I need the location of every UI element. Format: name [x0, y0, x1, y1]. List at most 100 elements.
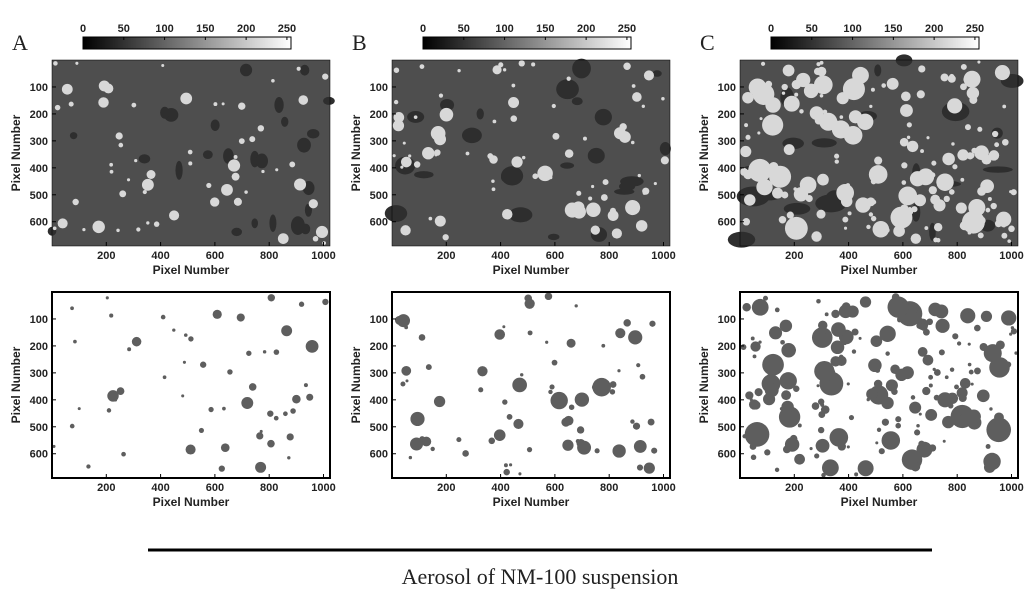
colorbar-tick-label: 50: [118, 23, 130, 35]
particle: [906, 140, 919, 153]
y-tick-label: 100: [370, 314, 388, 326]
y-tick-label: 200: [370, 109, 388, 121]
particle: [393, 112, 405, 123]
particle: [897, 317, 901, 321]
particle: [647, 418, 655, 426]
particle: [393, 99, 399, 105]
particle: [854, 472, 859, 477]
particle: [246, 350, 252, 356]
particle: [966, 152, 974, 160]
particle: [816, 384, 820, 388]
particle: [308, 199, 318, 209]
particle: [764, 383, 779, 398]
particle: [910, 233, 922, 244]
particle: [290, 408, 296, 414]
particle: [283, 411, 288, 417]
x-tick-label: 400: [491, 482, 509, 494]
particle: [911, 306, 918, 313]
dark-pore: [307, 129, 320, 139]
particle: [561, 417, 571, 427]
particle: [937, 392, 953, 408]
dark-pore: [571, 97, 583, 106]
particle: [885, 379, 898, 392]
particle: [980, 310, 993, 323]
particle: [829, 428, 849, 447]
x-axis-label: Pixel Number: [153, 495, 230, 509]
y-axis-label: Pixel Number: [697, 346, 711, 423]
particle: [947, 98, 963, 114]
particle: [968, 369, 974, 375]
particle: [949, 73, 955, 79]
particle: [198, 427, 204, 433]
colorbar-tick-label: 150: [884, 23, 902, 35]
dark-pore: [556, 79, 579, 100]
particle: [895, 422, 901, 429]
particle: [169, 210, 180, 221]
particle: [82, 228, 86, 232]
particle: [238, 138, 245, 145]
particle: [119, 190, 127, 198]
y-tick-label: 300: [718, 136, 736, 148]
particle: [811, 231, 822, 242]
particle: [418, 334, 426, 341]
x-axis-label: Pixel Number: [493, 263, 570, 277]
particle: [936, 238, 941, 243]
particle: [180, 92, 193, 105]
particle: [925, 409, 938, 421]
y-tick-label: 100: [718, 314, 736, 326]
y-tick-label: 500: [718, 422, 736, 434]
particle: [136, 227, 141, 232]
x-tick-label: 400: [839, 250, 857, 262]
particle: [970, 382, 974, 386]
particle: [527, 330, 533, 336]
colorbar-tick-label: 0: [768, 23, 774, 35]
micrograph: [47, 60, 335, 246]
particle: [848, 110, 863, 124]
particle: [820, 405, 830, 414]
x-axis-label: Pixel Number: [493, 495, 570, 509]
particle: [506, 413, 513, 420]
dark-pore: [223, 148, 234, 164]
colorbar-tick-label: 50: [806, 23, 818, 35]
particle: [531, 62, 536, 67]
particle: [961, 223, 966, 229]
particle: [900, 104, 913, 117]
particle: [963, 77, 968, 82]
particle: [574, 304, 578, 308]
x-tick-label: 800: [260, 482, 278, 494]
particle: [577, 440, 592, 455]
particle: [977, 126, 983, 132]
particle: [897, 301, 904, 309]
x-tick-label: 400: [151, 250, 169, 262]
y-tick-label: 200: [718, 341, 736, 353]
particle: [781, 343, 796, 358]
particle: [127, 347, 132, 352]
dark-pore: [500, 171, 508, 182]
particle: [267, 294, 275, 302]
particle: [748, 158, 772, 182]
dark-pore: [560, 162, 575, 169]
particle: [508, 97, 520, 108]
particle: [967, 342, 971, 346]
particle: [582, 136, 587, 141]
particle: [960, 63, 967, 70]
particle: [918, 412, 922, 416]
particle: [162, 375, 167, 380]
particle: [510, 115, 518, 122]
particle: [881, 418, 889, 426]
particle: [465, 151, 470, 156]
x-axis-label: Pixel Number: [841, 495, 918, 509]
particle: [744, 194, 756, 206]
particle: [98, 97, 109, 108]
x-tick-label: 800: [600, 250, 618, 262]
particle: [109, 162, 114, 167]
particle: [289, 161, 296, 168]
particle: [551, 359, 558, 366]
particle: [774, 307, 780, 313]
particle: [967, 311, 972, 316]
panel-label: A: [12, 30, 28, 55]
particle: [153, 221, 160, 227]
y-tick-label: 600: [718, 449, 736, 461]
particle: [866, 397, 870, 402]
particle: [550, 391, 568, 410]
